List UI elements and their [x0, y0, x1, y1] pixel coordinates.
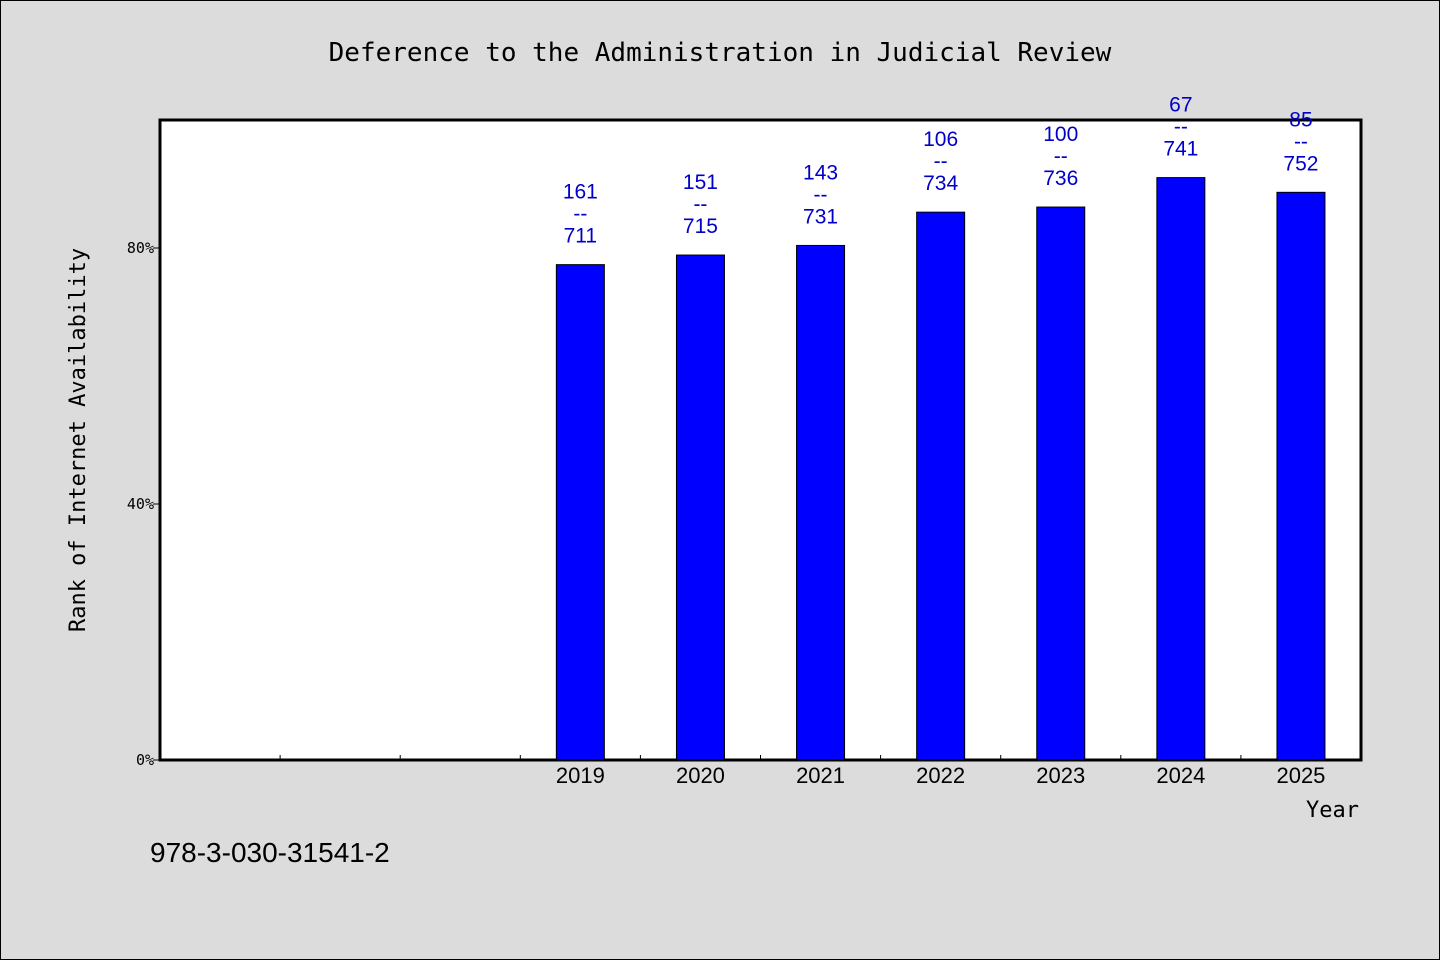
data-label-separator: --	[1054, 145, 1068, 168]
data-label-separator: --	[573, 203, 587, 226]
data-labels-group: 161--711151--715143--731106--734100--736…	[563, 94, 1319, 248]
y-tick-label: 0%	[136, 751, 154, 769]
data-label-bottom: 741	[1163, 138, 1198, 161]
data-label-separator: --	[693, 193, 707, 216]
data-label-bottom: 731	[803, 205, 838, 228]
data-label-top: 67	[1169, 94, 1192, 117]
isbn-footer: 978-3-030-31541-2	[150, 837, 390, 868]
data-label-separator: --	[934, 150, 948, 173]
bars-group	[555, 177, 1326, 761]
data-label-bottom: 736	[1043, 167, 1078, 190]
data-label-bottom: 711	[564, 225, 597, 248]
data-label-top: 161	[563, 181, 598, 204]
bar-2025	[1276, 191, 1326, 761]
data-label-top: 85	[1289, 108, 1312, 131]
data-label-top: 143	[803, 161, 838, 184]
data-label-bottom: 752	[1283, 152, 1318, 175]
ticks-group: 2019 2020 2021 2022 2023 2024 2025 0% 40% 80%	[127, 239, 1326, 788]
chart-title: Deference to the Administration in Judic…	[329, 38, 1112, 68]
x-tick-label-2020: 2020	[676, 763, 725, 788]
y-axis-label: Rank of Internet Availability	[66, 248, 91, 632]
y-tick-label: 40%	[127, 495, 154, 513]
data-label-top: 106	[923, 128, 958, 151]
data-label-bottom: 734	[923, 172, 958, 195]
y-tick-label: 80%	[127, 239, 154, 257]
x-axis-label: Year	[1306, 798, 1359, 823]
bar-2019	[555, 264, 605, 761]
data-label-top: 151	[683, 171, 718, 194]
data-label-separator: --	[1294, 130, 1308, 153]
data-label-top: 100	[1043, 123, 1078, 146]
bar-2022	[916, 211, 966, 761]
data-label-separator: --	[1174, 116, 1188, 139]
x-tick-label-2023: 2023	[1036, 763, 1085, 788]
bar-2021	[796, 244, 846, 761]
data-label-separator: --	[814, 183, 828, 206]
x-tick-label-2022: 2022	[916, 763, 965, 788]
x-tick-label-2021: 2021	[796, 763, 845, 788]
x-tick-label-2024: 2024	[1156, 763, 1205, 788]
bar-2023	[1036, 206, 1086, 761]
bar-2024	[1156, 177, 1206, 761]
data-label-bottom: 715	[683, 215, 718, 238]
x-tick-label-2025: 2025	[1276, 763, 1325, 788]
bar-2020	[675, 254, 725, 761]
x-tick-label-2019: 2019	[556, 763, 605, 788]
